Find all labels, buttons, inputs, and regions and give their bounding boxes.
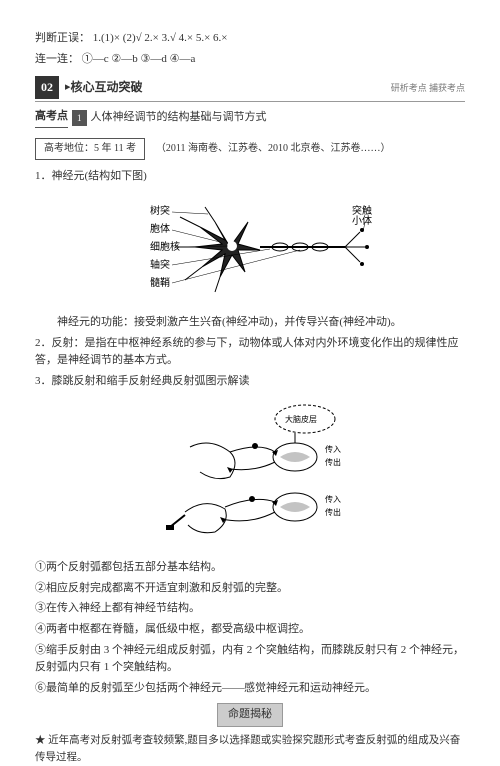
para-neuron-func: 神经元的功能：接受刺激产生兴奋(神经冲动)，并传导兴奋(神经冲动)。 xyxy=(35,314,465,332)
svg-text:小体: 小体 xyxy=(352,215,372,227)
list-5: ⑤缩手反射由 3 个神经元组成反射弧，内有 2 个突触结构，而膝跳反射只有 2 … xyxy=(35,642,465,677)
exam-row: 高考地位：5 年 11 考 （2011 海南卷、江苏卷、2010 北京卷、江苏卷… xyxy=(35,134,465,164)
para-reflex: 2．反射：是指在中枢神经系统的参与下，动物体或人体对内外环境变化作出的规律性应答… xyxy=(35,335,465,370)
star-line: ★ 近年高考对反射弧考查较频繁,题目多以选择题或实验探究题形式考查反射弧的组成及… xyxy=(35,733,465,766)
neuron-diagram: 树突 胞体 细胞核 轴突 髓鞘 突触 小体 xyxy=(35,192,465,309)
judge-prefix: 判断正误： xyxy=(35,32,90,44)
label-axon: 轴突 xyxy=(150,258,170,271)
list-1: ①两个反射弧都包括五部分基本结构。 xyxy=(35,559,465,577)
reflex-diagram: 大脑皮层 传入 传出 传入 传出 xyxy=(35,397,465,554)
list-4: ④两者中枢都在脊髓，属低级中枢，都受高级中枢调控。 xyxy=(35,621,465,639)
svg-text:大脑皮层: 大脑皮层 xyxy=(285,414,317,424)
label-nucleus: 细胞核 xyxy=(150,240,180,253)
svg-text:传入: 传入 xyxy=(325,494,341,504)
section-badge: 02 xyxy=(35,76,59,99)
list-3: ③在传入神经上都有神经节结构。 xyxy=(35,600,465,618)
svg-text:传入: 传入 xyxy=(325,444,341,454)
list-2: ②相应反射完成都离不开适宜刺激和反射弧的完整。 xyxy=(35,580,465,598)
label-sheath: 髓鞘 xyxy=(150,276,170,289)
exam-detail: （2011 海南卷、江苏卷、2010 北京卷、江苏卷……） xyxy=(156,143,391,154)
label-body: 胞体 xyxy=(150,223,170,235)
section-header: 02 ▸ 核心互动突破 研析考点 捕获考点 xyxy=(35,76,465,102)
topic-text: 人体神经调节的结构基础与调节方式 xyxy=(91,109,267,127)
label-tree: 树突 xyxy=(150,204,170,217)
para2-title: 2．反射： xyxy=(35,337,85,349)
topic-row: 高考点 1 人体神经调节的结构基础与调节方式 xyxy=(35,108,465,128)
section-right: 研析考点 捕获考点 xyxy=(391,81,465,95)
judge-items: 1.(1)× (2)√ 2.× 3.√ 4.× 5.× 6.× xyxy=(93,32,228,44)
para3-title: 3．膝跳反射和缩手反射经典反射弧图示解读 xyxy=(35,373,465,391)
neuron-title: 1．神经元(结构如下图) xyxy=(35,168,465,186)
topic-badge: 1 xyxy=(72,110,87,126)
section-title: 核心互动突破 xyxy=(71,78,143,97)
match-prefix: 连一连： xyxy=(35,53,79,65)
judgment-line: 判断正误： 1.(1)× (2)√ 2.× 3.√ 4.× 5.× 6.× xyxy=(35,30,465,48)
topic-label-prefix: 高考点 xyxy=(35,108,68,128)
match-items: ①—c ②—b ③—d ④—a xyxy=(82,53,196,65)
svg-text:传出: 传出 xyxy=(325,507,341,517)
match-line: 连一连： ①—c ②—b ③—d ④—a xyxy=(35,51,465,69)
para2-body: 是指在中枢神经系统的参与下，动物体或人体对内外环境变化作出的规律性应答，是神经调… xyxy=(35,337,459,367)
exam-box: 高考地位：5 年 11 考 xyxy=(35,138,145,160)
list-6: ⑥最简单的反射弧至少包括两个神经元——感觉神经元和运动神经元。 xyxy=(35,680,465,698)
svg-text:传出: 传出 xyxy=(325,457,341,467)
